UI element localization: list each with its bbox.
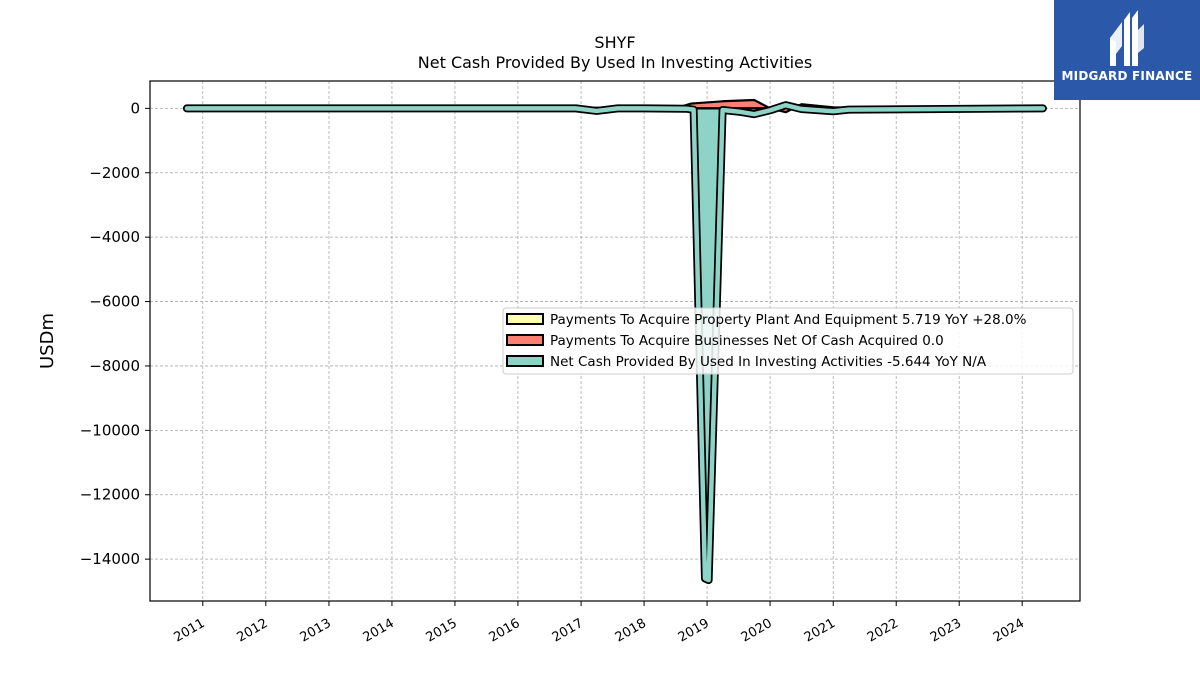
- legend-swatch: [506, 334, 544, 346]
- x-tick-label: 2015: [424, 616, 460, 646]
- legend-box: [502, 307, 1074, 375]
- legend-swatch: [506, 313, 544, 325]
- legend-label: Net Cash Provided By Used In Investing A…: [550, 354, 987, 370]
- x-tick-label: 2020: [739, 616, 775, 646]
- chart-subtitle: Net Cash Provided By Used In Investing A…: [418, 53, 812, 72]
- legend-label: Payments To Acquire Property Plant And E…: [550, 312, 1027, 328]
- x-tick-label: 2016: [487, 616, 523, 646]
- y-tick-label: −2000: [89, 164, 140, 182]
- x-tick-label: 2013: [298, 616, 334, 646]
- y-tick-label: −4000: [89, 228, 140, 246]
- x-tick-label: 2017: [550, 616, 586, 646]
- midgard-logo: MIDGARD FINANCE: [1054, 0, 1200, 100]
- legend-swatch: [506, 355, 544, 367]
- chart-title: SHYF: [594, 33, 635, 52]
- midgard-logo-icon: [1110, 10, 1144, 66]
- x-tick-label: 2024: [991, 616, 1027, 646]
- y-tick-label: 0: [130, 99, 140, 117]
- logo-text: MIDGARD FINANCE: [1061, 69, 1193, 83]
- x-tick-label: 2021: [802, 616, 838, 646]
- legend-label: Payments To Acquire Businesses Net Of Ca…: [550, 333, 944, 349]
- x-tick-label: 2014: [361, 616, 397, 646]
- y-tick-label: −8000: [89, 357, 140, 375]
- legend: Payments To Acquire Property Plant And E…: [502, 307, 1074, 375]
- plot-frame: [149, 80, 1081, 602]
- y-tick-label: −6000: [89, 293, 140, 311]
- x-tick-label: 2022: [865, 616, 901, 646]
- y-tick-label: −14000: [80, 550, 140, 568]
- x-tick-label: 2018: [613, 616, 649, 646]
- x-tick-label: 2023: [928, 616, 964, 646]
- x-tick-label: 2019: [676, 616, 712, 646]
- x-tick-label: 2011: [171, 616, 207, 646]
- y-tick-label: −10000: [80, 421, 140, 439]
- y-tick-label: −12000: [80, 486, 140, 504]
- y-axis-label: USDm: [37, 313, 58, 369]
- x-tick-label: 2012: [234, 616, 270, 646]
